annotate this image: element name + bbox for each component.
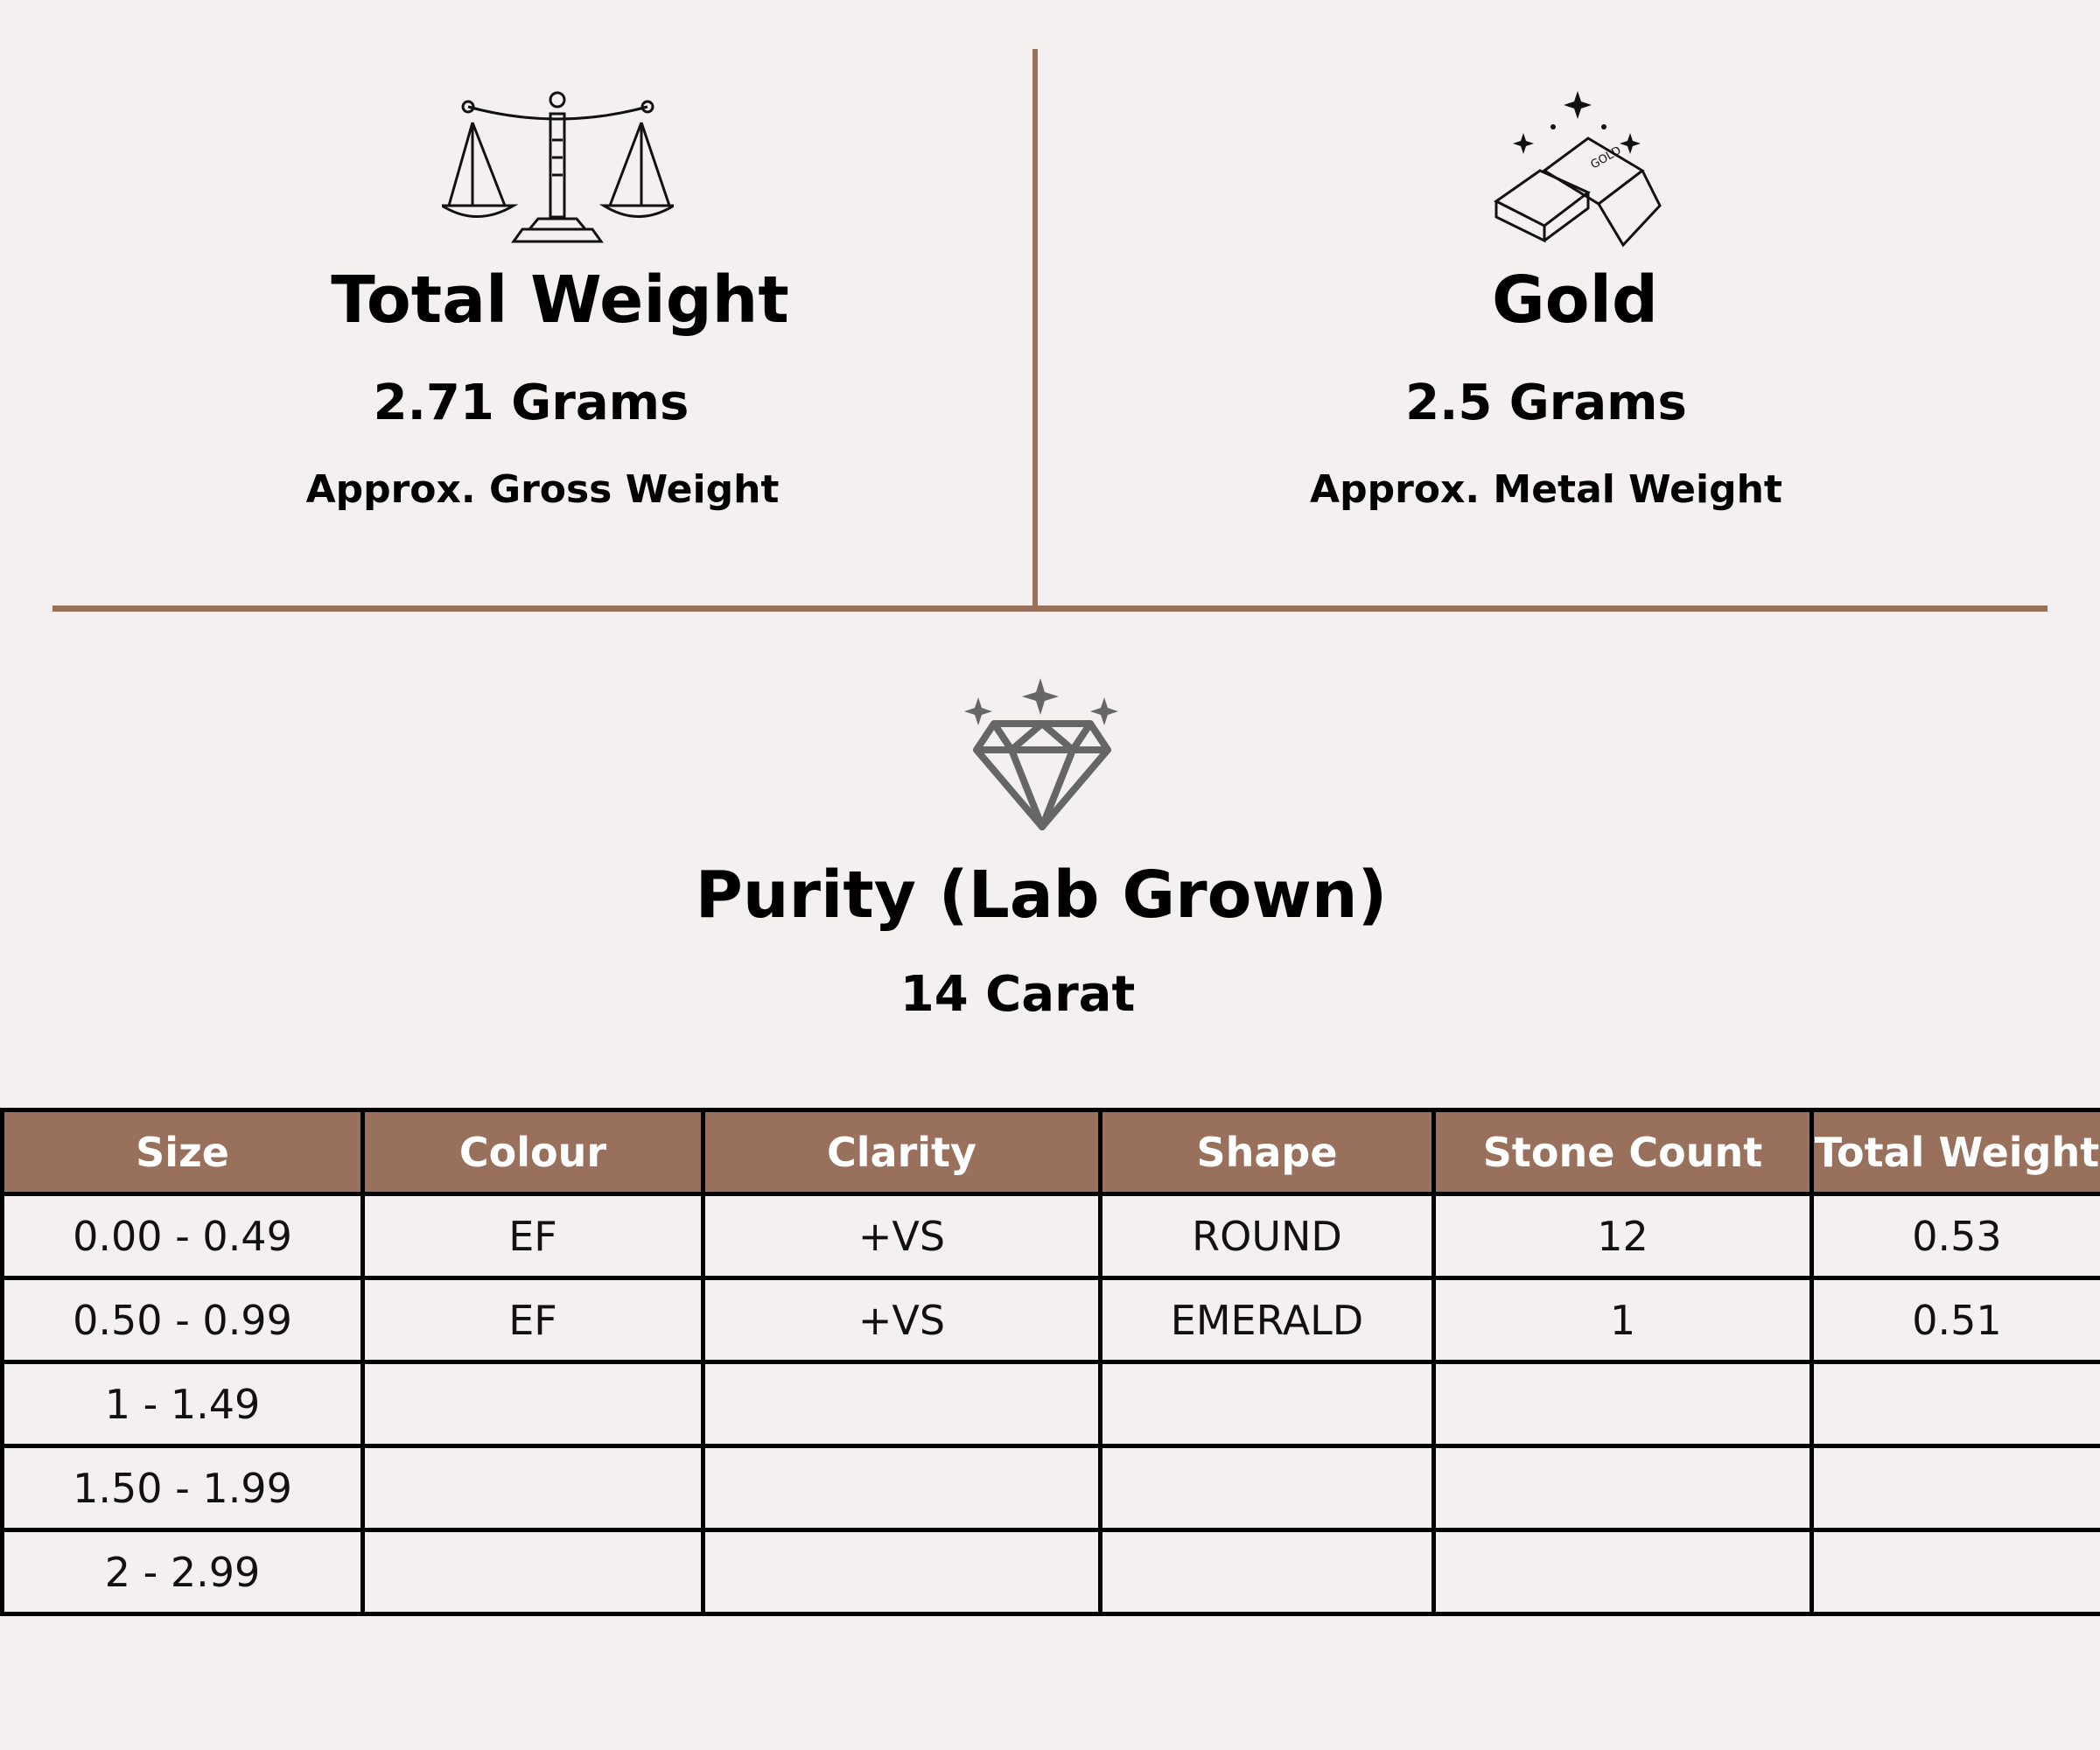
purity-title: Purity (Lab Grown) — [695, 858, 1388, 933]
cell-size: 2 - 2.99 — [0, 1528, 365, 1616]
cell-size: 1 - 1.49 — [0, 1360, 365, 1448]
table-header-row: Size Colour Clarity Shape Stone Count To… — [0, 1108, 2100, 1196]
gold-bars-icon: GOLD — [1492, 88, 1667, 249]
header-colour: Colour — [360, 1108, 705, 1196]
cell-total-weight: 0.51 — [1810, 1276, 2100, 1364]
cell-total-weight: 0.53 — [1810, 1192, 2100, 1280]
cell-stone-count: 12 — [1432, 1192, 1814, 1280]
header-clarity: Clarity — [701, 1108, 1102, 1196]
cell-size: 1.50 - 1.99 — [0, 1444, 365, 1532]
cell-colour: EF — [360, 1192, 705, 1280]
horizontal-divider — [52, 606, 2048, 612]
header-stone-count: Stone Count — [1432, 1108, 1814, 1196]
cell-total-weight — [1810, 1528, 2100, 1616]
cell-size: 0.50 - 0.99 — [0, 1276, 365, 1364]
cell-stone-count: 1 — [1432, 1276, 1814, 1364]
cell-size: 0.00 - 0.49 — [0, 1192, 365, 1280]
total-weight-caption: Approx. Gross Weight — [305, 467, 780, 512]
table-row: 1 - 1.49 — [0, 1360, 2100, 1448]
stone-details-table: Size Colour Clarity Shape Stone Count To… — [0, 1108, 2100, 1616]
cell-shape — [1098, 1444, 1436, 1532]
table-row: 1.50 - 1.99 — [0, 1444, 2100, 1532]
purity-value: 14 Carat — [900, 966, 1136, 1023]
header-total-weight: Total Weight — [1810, 1108, 2100, 1196]
vertical-divider — [1032, 49, 1038, 607]
gold-caption: Approx. Metal Weight — [1310, 467, 1782, 512]
cell-clarity — [701, 1528, 1102, 1616]
cell-colour — [360, 1444, 705, 1532]
cell-shape — [1098, 1360, 1436, 1448]
cell-clarity — [701, 1444, 1102, 1532]
cell-total-weight — [1810, 1360, 2100, 1448]
diamond-icon — [959, 678, 1125, 831]
cell-shape — [1098, 1528, 1436, 1616]
cell-clarity: +VS — [701, 1276, 1102, 1364]
gold-title: Gold — [1492, 262, 1658, 338]
header-size: Size — [0, 1108, 365, 1196]
cell-clarity — [701, 1360, 1102, 1448]
table-row: 0.00 - 0.49 EF +VS ROUND 12 0.53 — [0, 1192, 2100, 1280]
cell-stone-count — [1432, 1360, 1814, 1448]
table-row: 2 - 2.99 — [0, 1528, 2100, 1616]
cell-colour — [360, 1528, 705, 1616]
cell-clarity: +VS — [701, 1192, 1102, 1280]
total-weight-title: Total Weight — [331, 262, 789, 338]
total-weight-value: 2.71 Grams — [373, 374, 690, 431]
cell-shape: ROUND — [1098, 1192, 1436, 1280]
cell-stone-count — [1432, 1528, 1814, 1616]
cell-colour — [360, 1360, 705, 1448]
cell-colour: EF — [360, 1276, 705, 1364]
scales-icon — [437, 88, 679, 249]
header-shape: Shape — [1098, 1108, 1436, 1196]
table-row: 0.50 - 0.99 EF +VS EMERALD 1 0.51 — [0, 1276, 2100, 1364]
gold-value: 2.5 Grams — [1405, 374, 1687, 431]
cell-stone-count — [1432, 1444, 1814, 1532]
cell-shape: EMERALD — [1098, 1276, 1436, 1364]
cell-total-weight — [1810, 1444, 2100, 1532]
